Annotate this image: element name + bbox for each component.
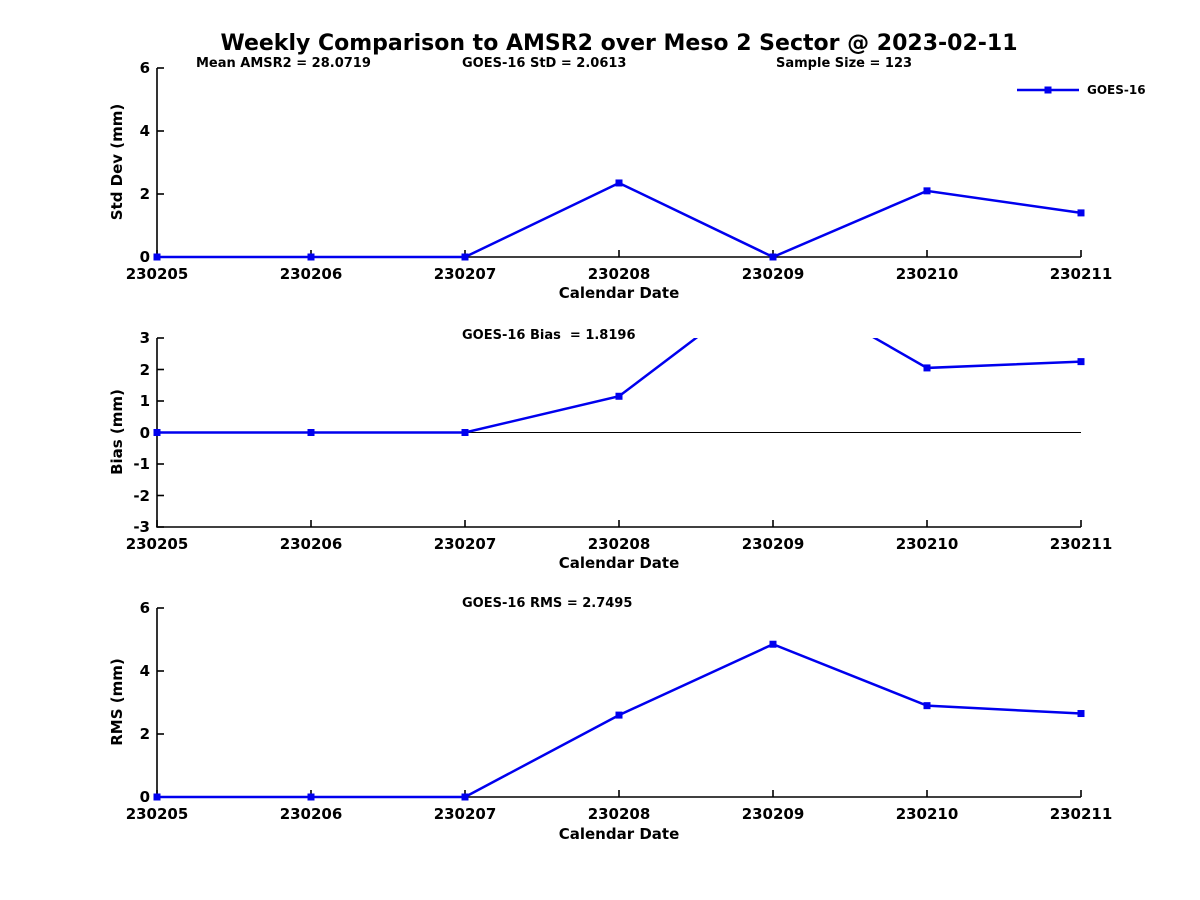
y-tick-label: 3 [139,329,150,347]
y-tick-label: -3 [133,518,150,536]
x-tick-label: 230211 [1049,805,1113,823]
x-tick-label: 230206 [279,805,343,823]
x-tick-label: 230207 [433,805,497,823]
y-tick-label: 6 [139,59,150,77]
y-tick-label: 6 [139,599,150,617]
data-point-marker [769,253,777,261]
y-tick-label: -2 [133,486,150,505]
data-point-marker [923,702,931,710]
data-point-marker [1077,209,1085,217]
series-group [153,640,1085,801]
x-tick-label: 230209 [741,805,805,823]
data-point-marker [307,793,315,801]
data-line [157,642,1082,799]
data-point-marker [615,711,623,719]
data-point-marker [461,793,469,801]
y-tick-label: 2 [139,360,150,379]
data-point-marker [307,253,315,261]
x-tick-label: 230211 [1049,265,1113,283]
x-tick-label: 230208 [587,805,651,823]
data-point-marker [153,429,161,436]
data-point-marker [615,392,623,400]
data-point-marker [461,429,469,436]
y-tick-label: 0 [139,423,150,442]
data-point-marker [461,253,469,261]
series-group [153,179,1085,261]
x-tick-label: 230211 [1049,535,1113,553]
x-tick-label: 230205 [125,535,189,553]
data-point-marker [615,179,623,187]
x-tick-label: 230208 [587,535,651,553]
legend-label: GOES-16 [1087,83,1146,97]
data-point-marker [769,640,777,648]
data-point-marker [923,364,931,372]
y-tick-label: 0 [139,788,150,806]
stat-annotation: GOES-16 StD = 2.0613 [462,56,627,71]
x-tick-label: 230206 [279,535,343,553]
data-point-marker [923,187,931,195]
x-tick-label: 230210 [895,805,959,823]
data-point-marker [1077,358,1085,366]
y-tick-label: 0 [139,248,150,266]
y-tick-label: -1 [133,455,150,473]
y-tick-label: 2 [139,185,150,203]
y-tick-label: 4 [139,662,150,680]
x-tick-label: 230208 [587,265,651,283]
y-tick-label: 2 [139,725,150,743]
x-tick-label: 230210 [895,535,959,553]
data-point-marker [1077,710,1085,718]
data-point-marker [153,793,161,801]
x-tick-label: 230207 [433,265,497,283]
x-tick-label: 230205 [125,805,189,823]
data-line [157,181,1082,259]
figure-title: Weekly Comparison to AMSR2 over Meso 2 S… [220,31,1018,56]
data-line [157,338,1082,434]
y-tick-label: 1 [139,392,150,410]
stat-annotation: GOES-16 RMS = 2.7495 [462,596,633,611]
stat-annotation: Mean AMSR2 = 28.0719 [196,56,371,71]
bias-x-axis-label: Calendar Date [558,554,680,572]
legend: GOES-16 [1016,83,1146,97]
stddev-x-axis-label: Calendar Date [558,284,680,302]
x-tick-label: 230207 [433,535,497,553]
x-tick-label: 230209 [741,265,805,283]
x-tick-label: 230209 [741,535,805,553]
x-tick-label: 230205 [125,265,189,283]
x-tick-label: 230210 [895,265,959,283]
data-point-marker [307,429,315,436]
legend-line-icon [1017,86,1079,94]
y-tick-label: 4 [139,122,150,140]
stat-annotation: GOES-16 Bias = 1.8196 [462,328,636,343]
stat-annotation: Sample Size = 123 [776,56,913,71]
data-point-marker [153,253,161,261]
x-tick-label: 230206 [279,265,343,283]
series-group [153,338,1085,436]
rms-x-axis-label: Calendar Date [558,825,680,843]
